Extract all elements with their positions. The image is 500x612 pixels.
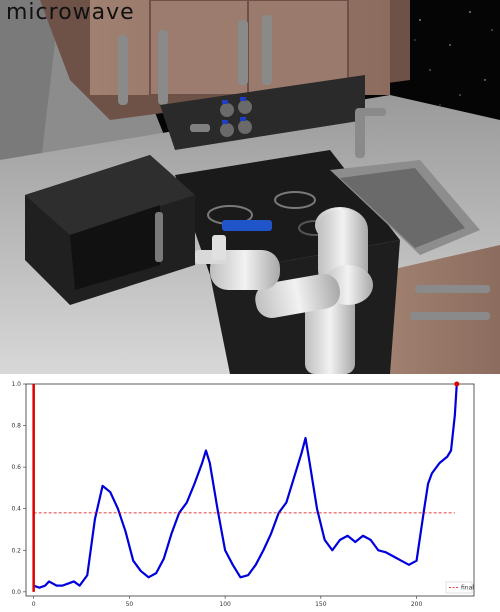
chart-legend: final	[445, 581, 474, 594]
y-tick-label: 0.0	[11, 589, 21, 596]
y-tick-label: 0.2	[11, 547, 21, 554]
plot-area-frame	[25, 383, 475, 597]
scene-title: microwave	[6, 0, 135, 25]
y-tick-label: 1.0	[11, 381, 21, 388]
progress-chart: 0 50 100 150 200 0.0 0.2 0.4 0.6 0.8 1.0 final	[0, 374, 500, 608]
x-tick-label: 100	[219, 601, 231, 608]
simulation-view: microwave	[0, 0, 500, 374]
y-tick-label: 0.8	[11, 423, 21, 430]
progress-series-line	[33, 383, 458, 589]
chart-svg: 0 50 100 150 200 0.0 0.2 0.4 0.6 0.8 1.0 final	[0, 374, 500, 608]
chart-series	[32, 381, 460, 592]
y-tick-label: 0.6	[11, 464, 21, 471]
x-tick-label: 150	[315, 601, 327, 608]
axis-ticks: 0 50 100 150 200 0.0 0.2 0.4 0.6 0.8 1.0	[11, 381, 422, 608]
x-tick-label: 50	[126, 601, 134, 608]
x-tick-label: 200	[411, 601, 423, 608]
x-tick-label: 0	[32, 601, 36, 608]
legend-box	[445, 581, 473, 594]
kitchen-scene-image	[0, 0, 500, 374]
legend-label-final: final	[461, 585, 474, 592]
y-tick-label: 0.4	[11, 506, 21, 513]
final-point-marker	[454, 381, 460, 387]
